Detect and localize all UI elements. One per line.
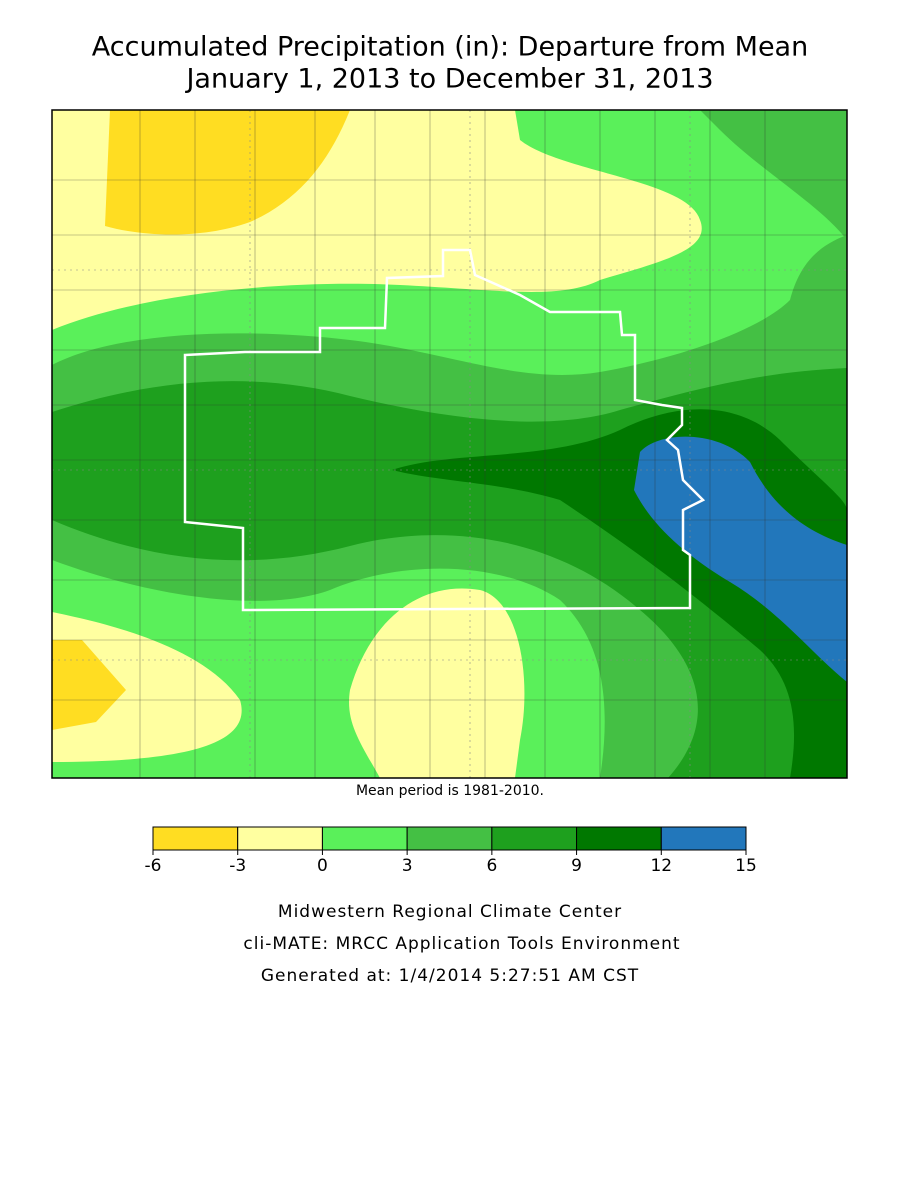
legend-tick-label: -6 bbox=[145, 856, 162, 876]
footer-line: cli-MATE: MRCC Application Tools Environ… bbox=[243, 934, 680, 954]
region bbox=[634, 436, 847, 682]
region bbox=[52, 640, 126, 730]
legend-tick-label: 6 bbox=[486, 856, 497, 876]
footer-line: Midwestern Regional Climate Center bbox=[278, 902, 622, 922]
legend-swatch bbox=[576, 826, 662, 851]
footer-line: Generated at: 1/4/2014 5:27:51 AM CST bbox=[261, 966, 639, 986]
region bbox=[700, 110, 847, 240]
legend: -6 -3 0 3 6 9 12 15 bbox=[145, 826, 757, 876]
title-line: Accumulated Precipitation (in): Departur… bbox=[92, 32, 808, 63]
legend-swatch bbox=[491, 826, 578, 851]
legend-swatch bbox=[321, 826, 408, 851]
legend-swatch bbox=[406, 826, 493, 851]
legend-swatch bbox=[237, 826, 323, 851]
legend-swatch bbox=[152, 826, 239, 851]
county-lines bbox=[52, 110, 847, 778]
legend-tick-label: 0 bbox=[317, 856, 328, 876]
legend-tick-label: 15 bbox=[735, 856, 757, 876]
state-boundary bbox=[183, 248, 706, 612]
legend-tick-label: 12 bbox=[650, 856, 672, 876]
legend-swatch bbox=[660, 826, 747, 851]
grid bbox=[52, 110, 847, 778]
region bbox=[349, 588, 525, 778]
legend-tick-label: 3 bbox=[402, 856, 413, 876]
legend-tick-label: -3 bbox=[229, 856, 246, 876]
title-line: January 1, 2013 to December 31, 2013 bbox=[184, 64, 713, 95]
map bbox=[52, 110, 847, 778]
legend-tick-label: 9 bbox=[571, 856, 582, 876]
region bbox=[52, 612, 242, 762]
note: Mean period is 1981-2010. bbox=[356, 783, 544, 799]
region bbox=[105, 110, 350, 235]
map-frame bbox=[51, 109, 848, 779]
